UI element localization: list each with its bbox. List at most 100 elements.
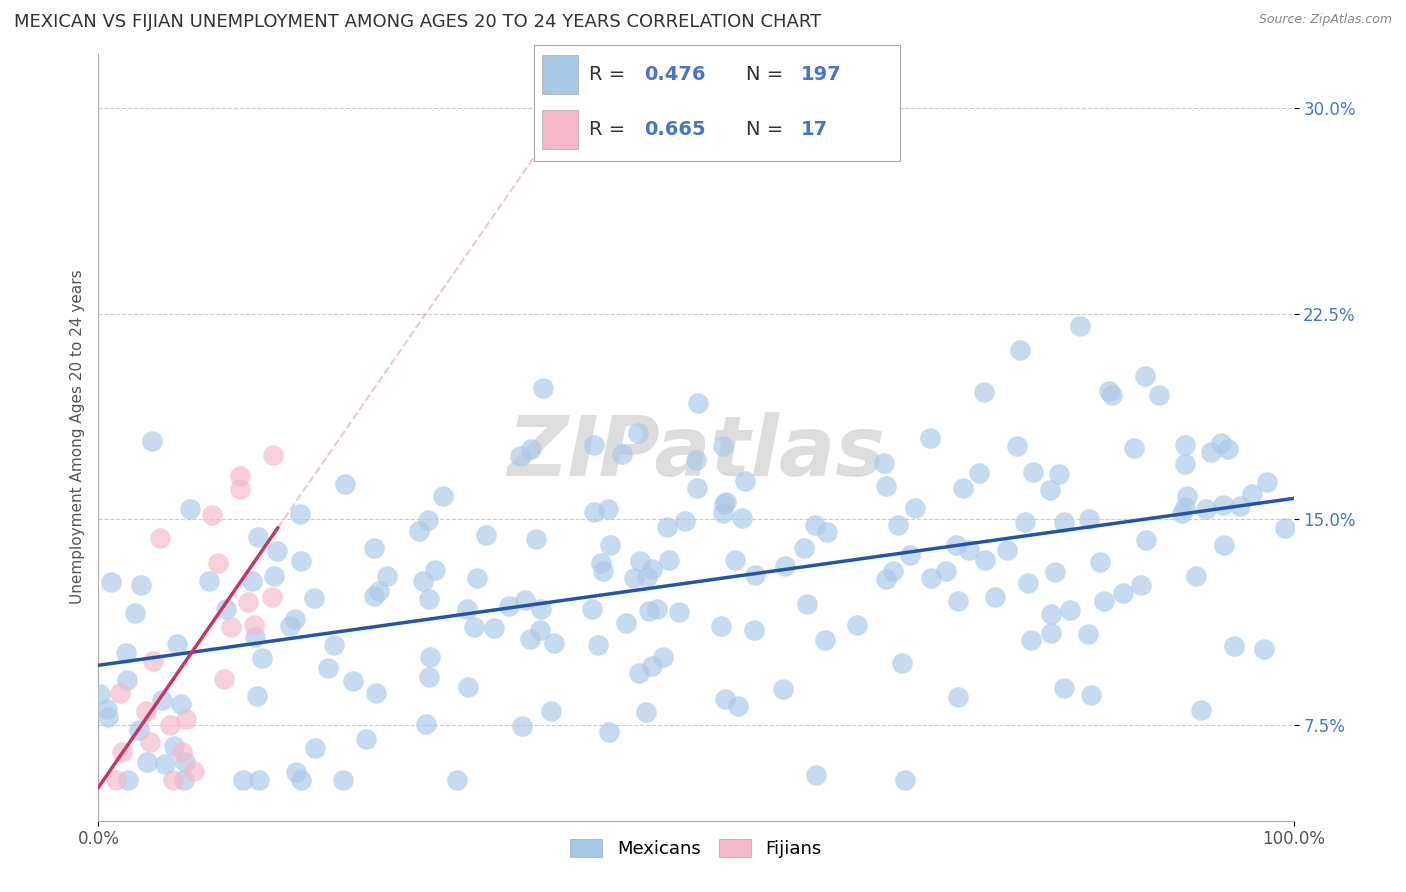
Point (1256, 475, 1278, 490)
Point (128, 723, 150, 737)
Point (142, 655, 165, 669)
Point (1077, 512, 1099, 526)
Point (1174, 500, 1197, 515)
Point (638, 604, 661, 618)
Point (772, 682, 794, 697)
Point (288, 507, 311, 521)
Y-axis label: Unemployment Among Ages 20 to 24 years: Unemployment Among Ages 20 to 24 years (69, 269, 84, 605)
Point (96, 702, 118, 716)
Point (173, 772, 195, 787)
Point (1053, 681, 1076, 696)
Text: ZIPatlas: ZIPatlas (508, 412, 884, 493)
Point (243, 630, 266, 644)
Point (141, 434, 163, 449)
Point (510, 719, 533, 733)
Point (457, 680, 479, 694)
Point (262, 448, 284, 462)
Point (1019, 632, 1042, 647)
Point (894, 772, 917, 787)
Point (714, 495, 737, 509)
Point (432, 489, 454, 503)
Point (318, 660, 340, 674)
Point (1212, 498, 1234, 512)
Point (623, 571, 645, 585)
Point (804, 517, 827, 532)
Point (475, 527, 498, 541)
Point (1122, 441, 1144, 455)
Point (415, 717, 437, 731)
Point (647, 601, 669, 615)
Point (240, 574, 263, 588)
Point (229, 482, 252, 496)
Point (260, 591, 283, 605)
Point (419, 650, 441, 665)
Point (363, 541, 385, 555)
Point (974, 553, 997, 567)
Point (408, 524, 430, 538)
Point (796, 597, 818, 611)
Point (1185, 569, 1208, 583)
Point (219, 620, 242, 634)
Point (533, 381, 555, 395)
Point (498, 599, 520, 613)
Point (1130, 578, 1153, 592)
Point (1098, 384, 1121, 398)
Point (242, 618, 264, 632)
Point (1229, 500, 1251, 514)
Point (636, 570, 658, 584)
Point (368, 584, 391, 599)
Point (519, 632, 541, 646)
Point (530, 602, 553, 616)
Point (215, 602, 238, 616)
Point (115, 646, 138, 660)
Point (412, 574, 434, 588)
Point (423, 563, 446, 577)
Point (1111, 586, 1133, 600)
Point (136, 755, 159, 769)
Point (139, 735, 162, 749)
Point (509, 449, 531, 463)
Point (845, 618, 868, 632)
Point (882, 564, 904, 578)
Point (714, 692, 737, 706)
Point (1039, 625, 1062, 640)
Point (873, 456, 896, 470)
Point (688, 396, 710, 410)
Point (589, 556, 612, 570)
Point (744, 567, 766, 582)
Point (583, 505, 606, 519)
Point (524, 532, 547, 546)
Point (149, 531, 172, 545)
Point (651, 650, 673, 665)
Point (162, 772, 184, 787)
Point (543, 636, 565, 650)
Point (599, 538, 621, 552)
Point (1092, 593, 1115, 607)
Point (263, 569, 285, 583)
Point (724, 553, 747, 567)
Legend: Mexicans, Fijians: Mexicans, Fijians (562, 831, 830, 865)
Point (1133, 368, 1156, 383)
Point (418, 513, 440, 527)
Point (456, 602, 478, 616)
Point (375, 569, 398, 583)
Point (920, 431, 942, 445)
Point (1170, 506, 1192, 520)
Point (1014, 515, 1036, 529)
Text: 0.665: 0.665 (644, 120, 706, 139)
Point (1216, 442, 1239, 457)
Point (1209, 435, 1232, 450)
Point (333, 477, 356, 491)
Point (731, 511, 754, 525)
Point (815, 524, 838, 539)
Point (668, 606, 690, 620)
Point (793, 541, 815, 555)
Point (246, 689, 269, 703)
Point (135, 704, 157, 718)
Point (1017, 575, 1039, 590)
Point (1005, 439, 1028, 453)
Point (641, 659, 664, 673)
Point (290, 554, 312, 568)
Text: 0.476: 0.476 (644, 65, 706, 84)
Point (945, 538, 967, 552)
